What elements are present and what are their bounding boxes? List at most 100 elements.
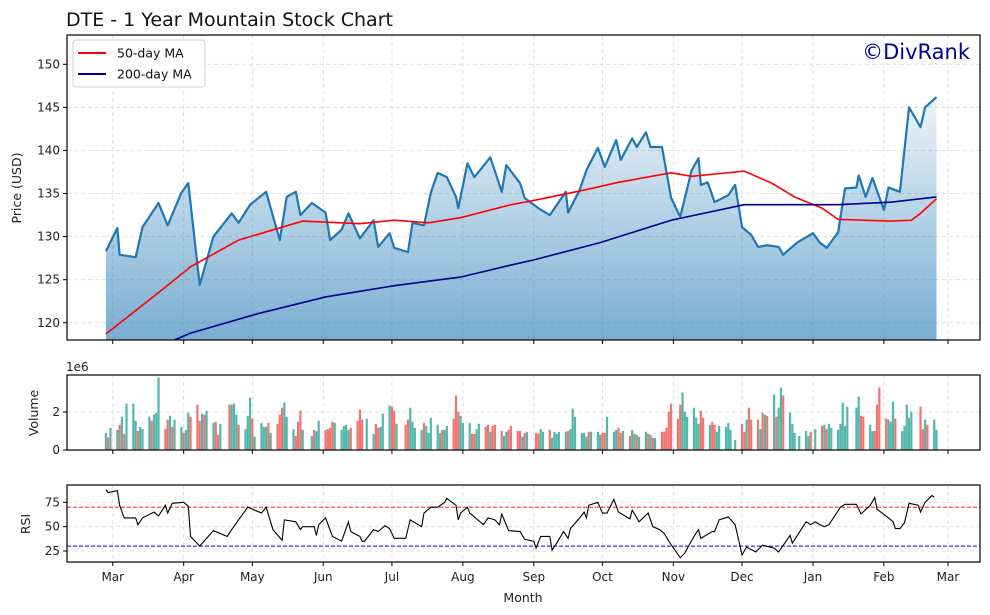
volume-bar xyxy=(647,433,650,450)
volume-bar xyxy=(205,410,208,450)
volume-bar xyxy=(935,429,938,450)
rsi-panel: Mar Apr May Jun Jul Aug Sep Oct Nov Dec Jan Feb Mar 2… xyxy=(45,484,981,584)
volume-bar xyxy=(571,408,574,450)
x-tick-label: Sep xyxy=(522,570,545,584)
volume-bar xyxy=(809,431,812,450)
volume-bar xyxy=(686,416,689,450)
volume-bar xyxy=(756,419,760,450)
volume-bar xyxy=(372,433,375,450)
volume-bar xyxy=(436,424,439,450)
price-frame xyxy=(66,34,981,341)
volume-bar xyxy=(134,420,137,450)
volume-bar xyxy=(173,419,176,450)
volume-bar xyxy=(862,416,865,450)
x-tick-label: Feb xyxy=(873,570,894,584)
volume-bar xyxy=(297,421,300,450)
volume-bar xyxy=(846,406,849,450)
volume-bar xyxy=(420,429,423,450)
volume-bar xyxy=(875,404,879,450)
volume-bar xyxy=(244,429,247,450)
volume-bar xyxy=(711,421,714,450)
rsi-y-tick-label: 25 xyxy=(45,544,60,558)
volume-bar xyxy=(139,426,142,450)
volume-bar xyxy=(230,404,233,450)
volume-bar xyxy=(454,395,458,450)
volume-bar xyxy=(718,425,721,450)
x-tick-label: Oct xyxy=(592,570,613,584)
volume-bar xyxy=(166,419,169,450)
rsi-y-tick-label: 75 xyxy=(45,495,60,509)
volume-bar xyxy=(413,427,416,450)
volume-bar xyxy=(484,426,487,450)
volume-bar xyxy=(878,387,881,450)
volume-bar xyxy=(264,426,268,450)
volume-bar xyxy=(235,414,238,450)
volume-bar xyxy=(743,431,746,450)
volume-bar xyxy=(557,431,561,450)
volume-bar xyxy=(148,416,151,450)
volume-bar xyxy=(118,424,121,450)
volume-bar xyxy=(894,418,897,450)
volume-bar xyxy=(612,431,615,450)
volume-bar xyxy=(427,432,430,450)
volume-bar xyxy=(692,407,696,450)
volume-bar xyxy=(926,424,929,450)
volume-offset-label: 1e6 xyxy=(66,360,89,374)
volume-bar xyxy=(683,411,686,450)
volume-bar xyxy=(660,431,664,450)
volume-bar xyxy=(285,416,288,450)
volume-bar xyxy=(734,439,737,450)
volume-bar xyxy=(404,424,407,450)
legend: 50-day MA 200-day MA xyxy=(72,39,206,88)
volume-bar xyxy=(317,420,320,450)
volume-bar xyxy=(807,435,810,450)
volume-bar xyxy=(356,420,359,450)
volume-bar xyxy=(887,419,890,450)
volume-bar xyxy=(182,432,185,450)
volume-bar xyxy=(219,423,222,450)
legend-ma50-label: 50-day MA xyxy=(117,46,184,61)
volume-bar xyxy=(580,432,583,450)
volume-bar xyxy=(237,424,240,450)
volume-bar xyxy=(830,427,833,450)
volume-bar xyxy=(214,421,217,450)
volume-bar xyxy=(361,419,364,450)
volume-bar xyxy=(695,417,698,450)
volume-bar xyxy=(649,434,652,450)
volume-bar xyxy=(516,431,519,450)
volume-bar xyxy=(164,429,167,450)
volume-bar xyxy=(653,437,657,450)
volume-axis-label: Volume xyxy=(26,389,41,436)
legend-ma200-label: 200-day MA xyxy=(117,67,192,82)
x-tick-label: Mar xyxy=(937,570,960,584)
x-tick-label: May xyxy=(240,570,265,584)
x-tick-label: Apr xyxy=(173,570,194,584)
volume-y-tick-label: 2 xyxy=(52,405,60,419)
volume-bar xyxy=(823,424,826,450)
chart-title: DTE - 1 Year Mountain Stock Chart xyxy=(66,9,393,31)
volume-bar xyxy=(525,431,529,450)
volume-bar xyxy=(843,425,847,450)
price-axis-label: Price (USD) xyxy=(9,153,24,224)
volume-bar xyxy=(903,425,906,450)
volume-bar xyxy=(631,429,634,450)
price-y-tick-label: 135 xyxy=(37,187,60,201)
volume-bar xyxy=(331,421,334,450)
volume-bar xyxy=(310,435,313,450)
volume-bar xyxy=(788,412,792,450)
volume-bar xyxy=(342,425,345,450)
volume-bar xyxy=(637,436,641,450)
volume-bar xyxy=(200,413,204,450)
volume-bar xyxy=(216,434,220,450)
volume-bar xyxy=(759,429,762,450)
volume-bar xyxy=(715,431,718,450)
volume-bar xyxy=(315,431,318,450)
volume-bar xyxy=(605,416,609,450)
volume-bar xyxy=(521,436,524,450)
volume-bar xyxy=(551,437,554,450)
volume-bar xyxy=(772,394,776,450)
volume-bar xyxy=(157,377,160,450)
volume-bar xyxy=(873,431,876,450)
volume-bar xyxy=(669,403,673,450)
volume-bar xyxy=(569,429,572,450)
